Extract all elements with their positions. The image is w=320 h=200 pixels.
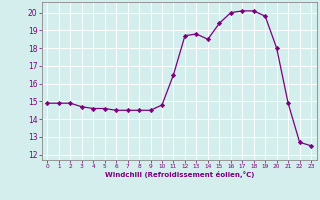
X-axis label: Windchill (Refroidissement éolien,°C): Windchill (Refroidissement éolien,°C)	[105, 171, 254, 178]
